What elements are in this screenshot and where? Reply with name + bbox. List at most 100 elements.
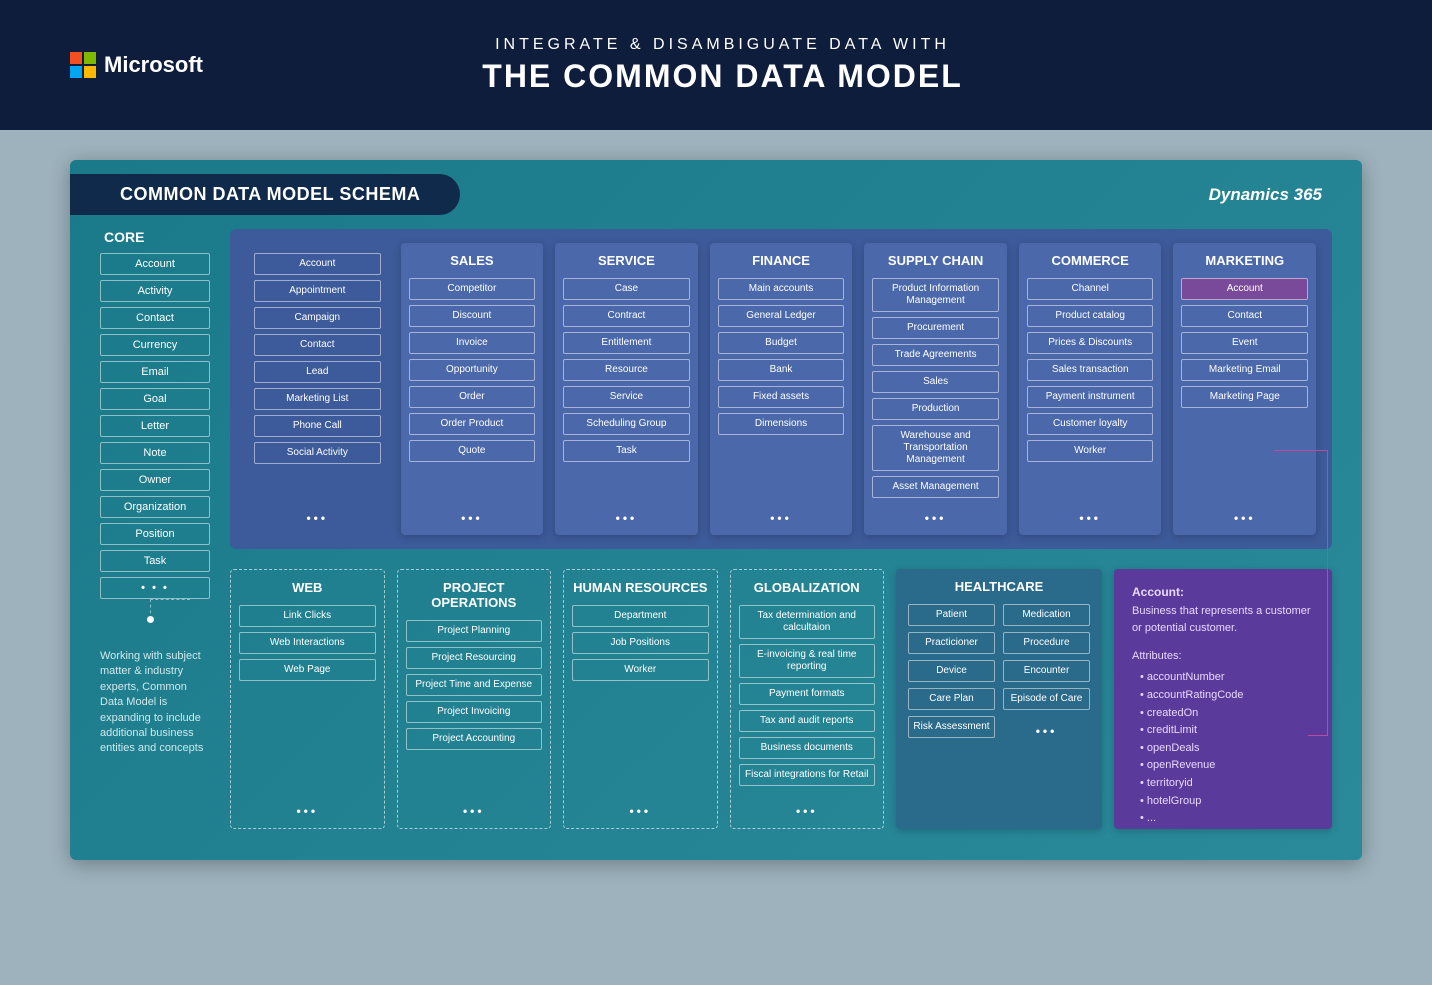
top-categories-row: AccountAppointmentCampaignContactLeadMar… <box>230 229 1332 549</box>
entity-item: Payment formats <box>739 683 876 705</box>
detail-title: Account: <box>1132 585 1184 599</box>
entity-item: Customer loyalty <box>1027 413 1154 435</box>
category-supply-chain: SUPPLY CHAINProduct Information Manageme… <box>864 243 1007 535</box>
entity-item: Production <box>872 398 999 420</box>
entity-item: Project Accounting <box>406 728 543 750</box>
entity-item: Contract <box>563 305 690 327</box>
core-item: Position <box>100 523 210 545</box>
schema-panel: COMMON DATA MODEL SCHEMA Dynamics 365 CO… <box>70 160 1362 860</box>
detail-attribute: • openDeals <box>1132 740 1314 758</box>
more-dots-icon: ••• <box>563 503 690 525</box>
entity-item: Patient <box>908 604 995 626</box>
core-item: Account <box>100 253 210 275</box>
entity-item: Encounter <box>1003 660 1090 682</box>
more-dots-icon: ••• <box>1027 503 1154 525</box>
entity-item: Order <box>409 386 536 408</box>
core-item: Contact <box>100 307 210 329</box>
core-item: Goal <box>100 388 210 410</box>
entity-item: Service <box>563 386 690 408</box>
healthcare-category: HEALTHCARE PatientPracticionerDeviceCare… <box>896 569 1102 829</box>
entity-item: Trade Agreements <box>872 344 999 366</box>
category-title: WEB <box>239 580 376 595</box>
detail-attribute: • accountNumber <box>1132 669 1314 687</box>
entity-item: Contact <box>1181 305 1308 327</box>
entity-item: Prices & Discounts <box>1027 332 1154 354</box>
entity-item: Main accounts <box>718 278 845 300</box>
category-marketing: MARKETINGAccountContactEventMarketing Em… <box>1173 243 1316 535</box>
category-title: COMMERCE <box>1027 253 1154 268</box>
entity-item: Business documents <box>739 737 876 759</box>
more-dots-icon: ••• <box>872 503 999 525</box>
detail-attribute: • accountRatingCode <box>1132 687 1314 705</box>
entity-item: Medication <box>1003 604 1090 626</box>
entity-item: Web Page <box>239 659 376 681</box>
entity-item: Contact <box>254 334 381 356</box>
category-title: SALES <box>409 253 536 268</box>
entity-item: Lead <box>254 361 381 383</box>
more-dots-icon: ••• <box>739 796 876 818</box>
category-human-resources: HUMAN RESOURCESDepartmentJob PositionsWo… <box>563 569 718 829</box>
entity-item: Tax determination and calcultaion <box>739 605 876 639</box>
entity-item: Procedure <box>1003 632 1090 654</box>
category-project-operations: PROJECT OPERATIONSProject PlanningProjec… <box>397 569 552 829</box>
entity-item: Link Clicks <box>239 605 376 627</box>
entity-item: Warehouse and Transportation Management <box>872 425 999 471</box>
entity-item: E-invoicing & real time reporting <box>739 644 876 678</box>
entity-item: Project Invoicing <box>406 701 543 723</box>
general-column: AccountAppointmentCampaignContactLeadMar… <box>246 243 389 535</box>
category-title: SUPPLY CHAIN <box>872 253 999 268</box>
schema-title-pill: COMMON DATA MODEL SCHEMA <box>70 174 460 215</box>
bottom-categories-row: WEB Link Clicks Web Interactions Web Page ••… <box>230 569 1332 829</box>
core-item: Task <box>100 550 210 572</box>
entity-item: Account <box>1181 278 1308 300</box>
header-subtitle: INTEGRATE & DISAMBIGUATE DATA WITH <box>83 36 1362 54</box>
category-sales: SALESCompetitorDiscountInvoiceOpportunit… <box>401 243 544 535</box>
entity-item: Budget <box>718 332 845 354</box>
entity-item: Care Plan <box>908 688 995 710</box>
entity-item: Competitor <box>409 278 536 300</box>
main-area: AccountAppointmentCampaignContactLeadMar… <box>230 229 1332 829</box>
more-dots-icon: ••• <box>1003 716 1090 738</box>
category-title: FINANCE <box>718 253 845 268</box>
core-item: Email <box>100 361 210 383</box>
entity-item: Project Time and Expense <box>406 674 543 696</box>
entity-item: Account <box>254 253 381 275</box>
panel-header: COMMON DATA MODEL SCHEMA Dynamics 365 <box>70 160 1362 229</box>
entity-item: Channel <box>1027 278 1154 300</box>
core-item: Organization <box>100 496 210 518</box>
entity-item: Quote <box>409 440 536 462</box>
category-web: WEB Link Clicks Web Interactions Web Page ••… <box>230 569 385 829</box>
entity-item: Sales <box>872 371 999 393</box>
entity-item: Discount <box>409 305 536 327</box>
entity-item: Practicioner <box>908 632 995 654</box>
entity-item: Order Product <box>409 413 536 435</box>
expansion-note: Working with subject matter & industry e… <box>100 649 210 757</box>
detail-attribute: • ... <box>1132 810 1314 828</box>
entity-item: Risk Assessment <box>908 716 995 738</box>
detail-attrs-title: Attributes: <box>1132 648 1314 666</box>
category-globalization: GLOBALIZATIONTax determination and calcu… <box>730 569 885 829</box>
core-item: Note <box>100 442 210 464</box>
more-dots-icon: • • • <box>100 577 210 599</box>
entity-item: Fixed assets <box>718 386 845 408</box>
entity-item: Product catalog <box>1027 305 1154 327</box>
entity-item: Entitlement <box>563 332 690 354</box>
healthcare-title: HEALTHCARE <box>908 579 1090 594</box>
entity-item: Case <box>563 278 690 300</box>
more-dots-icon: ••• <box>239 796 376 818</box>
entity-item: Event <box>1181 332 1308 354</box>
header-main-title: THE COMMON DATA MODEL <box>83 58 1362 95</box>
dynamics-label: Dynamics 365 <box>1209 185 1322 205</box>
entity-item: Web Interactions <box>239 632 376 654</box>
entity-item: Dimensions <box>718 413 845 435</box>
detail-attribute: • territoryid <box>1132 775 1314 793</box>
entity-item: Resource <box>563 359 690 381</box>
entity-item: Opportunity <box>409 359 536 381</box>
more-dots-icon: ••• <box>572 796 709 818</box>
entity-item: Procurement <box>872 317 999 339</box>
core-column: CORE AccountActivityContactCurrencyEmail… <box>100 229 210 829</box>
category-commerce: COMMERCE Channel Product catalog Prices & D… <box>1019 243 1162 535</box>
entity-item: Fiscal integrations for Retail <box>739 764 876 786</box>
category-title: PROJECT OPERATIONS <box>406 580 543 610</box>
core-item: Activity <box>100 280 210 302</box>
